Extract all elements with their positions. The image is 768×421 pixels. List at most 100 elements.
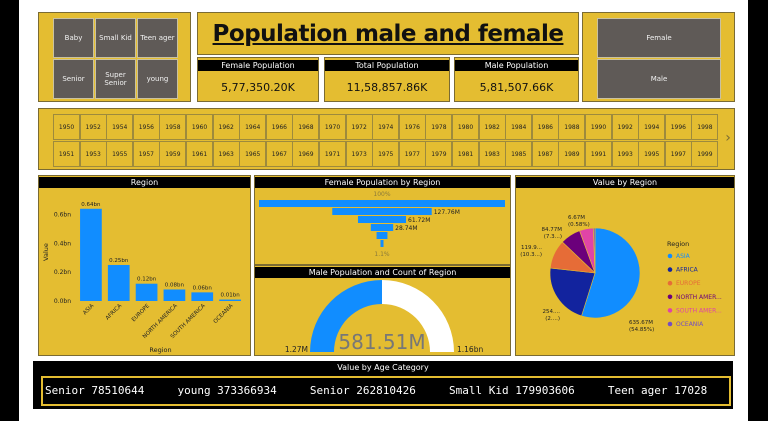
year-option-1979[interactable]: 1979 [425, 141, 453, 167]
bar-north-america[interactable] [163, 289, 186, 301]
pie-legend-item[interactable]: NORTH AMER... [676, 294, 722, 301]
year-option-1982[interactable]: 1982 [478, 114, 506, 140]
funnel-stage[interactable] [332, 208, 432, 215]
year-option-1965[interactable]: 1965 [239, 141, 267, 167]
year-option-1974[interactable]: 1974 [372, 114, 400, 140]
year-option-1963[interactable]: 1963 [212, 141, 240, 167]
year-option-1983[interactable]: 1983 [478, 141, 506, 167]
funnel-stage[interactable] [370, 224, 394, 231]
year-slicer: 1950 1952 1954 1956 1958 1960 1962 1964 1966 1968… [38, 108, 735, 170]
pie-legend-item[interactable]: SOUTH AMER... [676, 307, 722, 314]
year-option-1961[interactable]: 1961 [186, 141, 214, 167]
year-row-2: 1951 1953 1955 1957 1959 1961 1963 1965 1967 1969… [53, 141, 719, 167]
year-option-1993[interactable]: 1993 [611, 141, 639, 167]
year-option-1951[interactable]: 1951 [53, 141, 81, 167]
year-option-1968[interactable]: 1968 [292, 114, 320, 140]
year-option-1994[interactable]: 1994 [638, 114, 666, 140]
legend-marker-icon [667, 294, 673, 300]
funnel-stage[interactable] [259, 200, 505, 207]
year-option-1996[interactable]: 1996 [664, 114, 692, 140]
funnel-data-label: 28.74M [395, 225, 417, 232]
pie-legend-item[interactable]: ASIA [676, 253, 691, 260]
bar-data-label: 0.08bn [165, 282, 185, 288]
year-option-1971[interactable]: 1971 [319, 141, 347, 167]
bar-africa[interactable] [107, 264, 130, 301]
funnel-stage[interactable] [380, 240, 384, 247]
region-pie-chart: 635.67M (54.85%) 254.... (2....) 119.9... (10… [520, 215, 722, 333]
year-option-1977[interactable]: 1977 [398, 141, 426, 167]
pie-legend-item[interactable]: EUROPE [676, 280, 701, 287]
pie-slice-africa[interactable] [549, 267, 596, 317]
pie-slice-oceania[interactable] [593, 227, 596, 274]
bar-south-america[interactable] [191, 292, 214, 301]
year-option-1991[interactable]: 1991 [585, 141, 613, 167]
year-option-1956[interactable]: 1956 [132, 114, 160, 140]
year-option-1995[interactable]: 1995 [638, 141, 666, 167]
gauge-min-label: 1.27M [285, 345, 308, 354]
year-option-1957[interactable]: 1957 [132, 141, 160, 167]
year-option-1966[interactable]: 1966 [265, 114, 293, 140]
year-option-1975[interactable]: 1975 [372, 141, 400, 167]
year-option-1986[interactable]: 1986 [531, 114, 559, 140]
age-slicer-item-teen-ager[interactable]: Teen ager [137, 18, 178, 58]
year-option-1999[interactable]: 1999 [691, 141, 719, 167]
kpi-male-label: Male Population [455, 60, 578, 71]
year-option-1988[interactable]: 1988 [558, 114, 586, 140]
year-option-1987[interactable]: 1987 [531, 141, 559, 167]
gauge-value: 581.51M [338, 330, 425, 354]
age-slicer-item-small-kid[interactable]: Small Kid [95, 18, 136, 58]
year-option-1954[interactable]: 1954 [106, 114, 134, 140]
year-option-1989[interactable]: 1989 [558, 141, 586, 167]
funnel-stage[interactable] [376, 232, 388, 239]
year-option-1960[interactable]: 1960 [186, 114, 214, 140]
year-option-1953[interactable]: 1953 [79, 141, 107, 167]
year-option-1962[interactable]: 1962 [212, 114, 240, 140]
year-option-1981[interactable]: 1981 [452, 141, 480, 167]
bar-oceania[interactable] [219, 299, 241, 301]
year-option-1992[interactable]: 1992 [611, 114, 639, 140]
funnel-top-label: 100% [373, 191, 390, 198]
year-option-1958[interactable]: 1958 [159, 114, 187, 140]
year-slicer-next-icon[interactable]: › [725, 130, 731, 146]
gender-slicer-item-female[interactable]: Female [597, 18, 721, 58]
year-option-1997[interactable]: 1997 [664, 141, 692, 167]
year-option-1973[interactable]: 1973 [345, 141, 373, 167]
year-option-1990[interactable]: 1990 [585, 114, 613, 140]
pie-legend-item[interactable]: OCEANIA [676, 321, 704, 328]
year-option-1972[interactable]: 1972 [345, 114, 373, 140]
bar-x-axis-label: Region [149, 346, 171, 354]
ticker-title: Value by Age Category [337, 363, 429, 372]
year-option-1950[interactable]: 1950 [53, 114, 81, 140]
bar-y-tick: 0.4bn [54, 240, 71, 247]
year-option-1970[interactable]: 1970 [319, 114, 347, 140]
gender-slicer-item-male[interactable]: Male [597, 59, 721, 99]
year-option-1967[interactable]: 1967 [265, 141, 293, 167]
funnel-bottom-label: 1.1% [374, 251, 390, 258]
year-option-1984[interactable]: 1984 [505, 114, 533, 140]
funnel-stage[interactable] [357, 216, 407, 223]
bar-x-tick: EUROPE [131, 303, 151, 323]
year-option-1985[interactable]: 1985 [505, 141, 533, 167]
year-option-1952[interactable]: 1952 [79, 114, 107, 140]
gender-slicer: Female Male [582, 12, 735, 102]
age-ticker-panel: Value by Age Category Senior 78510644 yo… [33, 361, 733, 409]
year-option-1959[interactable]: 1959 [159, 141, 187, 167]
age-slicer-item-young[interactable]: young [137, 59, 178, 99]
year-option-1980[interactable]: 1980 [452, 114, 480, 140]
bar-y-tick: 0.6bn [54, 212, 71, 219]
age-slicer-item-super-senior[interactable]: Super Senior [95, 59, 136, 99]
pie-slice-asia[interactable] [581, 227, 641, 319]
year-option-1998[interactable]: 1998 [691, 114, 719, 140]
year-option-1964[interactable]: 1964 [239, 114, 267, 140]
year-option-1955[interactable]: 1955 [106, 141, 134, 167]
year-option-1969[interactable]: 1969 [292, 141, 320, 167]
bar-europe[interactable] [135, 283, 158, 301]
pie-legend-item[interactable]: AFRICA [676, 267, 699, 274]
pie-data-label: 254.... (2....) [543, 309, 561, 322]
age-slicer-item-senior[interactable]: Senior [53, 59, 94, 99]
legend-marker-icon [667, 253, 673, 259]
bar-asia[interactable] [80, 208, 102, 301]
age-slicer-item-baby[interactable]: Baby [53, 18, 94, 58]
year-option-1976[interactable]: 1976 [398, 114, 426, 140]
year-option-1978[interactable]: 1978 [425, 114, 453, 140]
